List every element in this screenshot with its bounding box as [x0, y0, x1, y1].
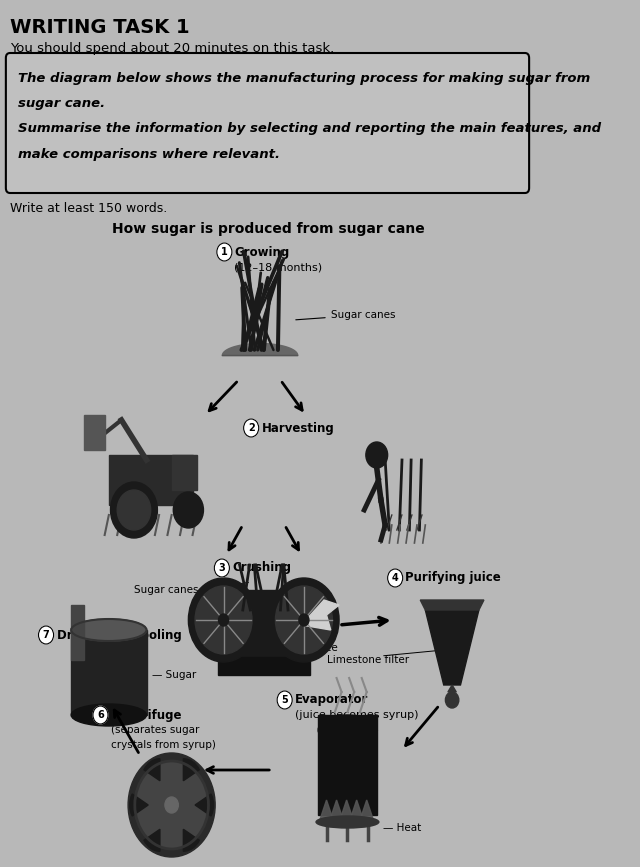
Circle shape	[195, 586, 252, 654]
Polygon shape	[448, 685, 456, 692]
Text: 1: 1	[221, 247, 228, 257]
Circle shape	[135, 761, 209, 849]
Circle shape	[244, 419, 259, 437]
Text: How sugar is produced from sugar cane: How sugar is produced from sugar cane	[111, 222, 424, 236]
Text: Summarise the information by selecting and reporting the main features, and: Summarise the information by selecting a…	[19, 122, 602, 135]
Text: Limestone filter: Limestone filter	[326, 655, 409, 665]
Text: Centrifuge: Centrifuge	[111, 708, 182, 721]
Text: Purifying juice: Purifying juice	[405, 571, 501, 584]
Text: Write at least 150 words.: Write at least 150 words.	[10, 202, 167, 215]
Wedge shape	[144, 829, 160, 851]
Circle shape	[117, 490, 150, 530]
Polygon shape	[420, 600, 484, 610]
Text: Drying and cooling: Drying and cooling	[57, 629, 182, 642]
Text: 5: 5	[282, 695, 288, 705]
Wedge shape	[130, 794, 148, 816]
Text: Sugar canes: Sugar canes	[134, 585, 198, 595]
Text: (juice becomes syrup): (juice becomes syrup)	[294, 710, 418, 720]
Wedge shape	[144, 759, 160, 781]
Text: — Sugar: — Sugar	[152, 670, 196, 680]
Bar	[71, 630, 147, 715]
Ellipse shape	[316, 816, 379, 828]
Wedge shape	[195, 794, 214, 816]
Bar	[318, 730, 377, 815]
Bar	[226, 590, 301, 660]
Bar	[172, 455, 196, 490]
Circle shape	[388, 569, 403, 587]
Ellipse shape	[318, 715, 377, 745]
Text: sugar cane.: sugar cane.	[19, 97, 106, 110]
Text: The diagram below shows the manufacturing process for making sugar from: The diagram below shows the manufacturin…	[19, 72, 591, 85]
Text: 3: 3	[218, 563, 225, 573]
Circle shape	[93, 706, 108, 724]
Polygon shape	[320, 800, 333, 820]
Text: crystals from syrup): crystals from syrup)	[111, 740, 216, 750]
FancyBboxPatch shape	[6, 53, 529, 193]
Ellipse shape	[71, 619, 147, 641]
Wedge shape	[183, 829, 199, 851]
Circle shape	[128, 753, 215, 857]
Circle shape	[299, 614, 309, 626]
Text: Crushing: Crushing	[233, 562, 292, 575]
Text: Sugar canes: Sugar canes	[296, 310, 396, 320]
Text: Juice: Juice	[314, 643, 339, 653]
Text: (12–18 months): (12–18 months)	[234, 262, 323, 272]
Text: 4: 4	[392, 573, 399, 583]
Polygon shape	[360, 800, 373, 820]
Text: Evaporator: Evaporator	[294, 694, 368, 707]
Wedge shape	[183, 759, 199, 781]
Circle shape	[188, 578, 259, 662]
Circle shape	[217, 243, 232, 261]
Circle shape	[277, 691, 292, 709]
Circle shape	[366, 442, 388, 468]
Text: — Heat: — Heat	[383, 823, 421, 833]
Circle shape	[38, 626, 54, 644]
Ellipse shape	[71, 704, 147, 726]
Text: make comparisons where relevant.: make comparisons where relevant.	[19, 148, 280, 161]
Circle shape	[218, 614, 228, 626]
Text: (separates sugar: (separates sugar	[111, 725, 200, 735]
Bar	[71, 605, 84, 660]
Polygon shape	[318, 715, 377, 730]
Polygon shape	[301, 600, 339, 630]
Polygon shape	[426, 610, 479, 685]
Text: Growing: Growing	[234, 245, 290, 258]
Text: Harvesting: Harvesting	[262, 421, 335, 434]
Polygon shape	[330, 800, 343, 820]
Circle shape	[111, 482, 157, 538]
Circle shape	[165, 797, 179, 813]
Text: 7: 7	[43, 630, 49, 640]
Text: You should spend about 20 minutes on this task.: You should spend about 20 minutes on thi…	[10, 42, 334, 55]
Text: WRITING TASK 1: WRITING TASK 1	[10, 18, 189, 37]
Circle shape	[269, 578, 339, 662]
Text: 2: 2	[248, 423, 255, 433]
Bar	[109, 455, 193, 505]
Text: 6: 6	[97, 710, 104, 720]
Bar	[84, 415, 105, 450]
Circle shape	[173, 492, 204, 528]
Circle shape	[275, 586, 332, 654]
Circle shape	[214, 559, 229, 577]
Polygon shape	[350, 800, 364, 820]
Polygon shape	[340, 800, 353, 820]
Circle shape	[445, 692, 459, 708]
Bar	[218, 657, 310, 675]
